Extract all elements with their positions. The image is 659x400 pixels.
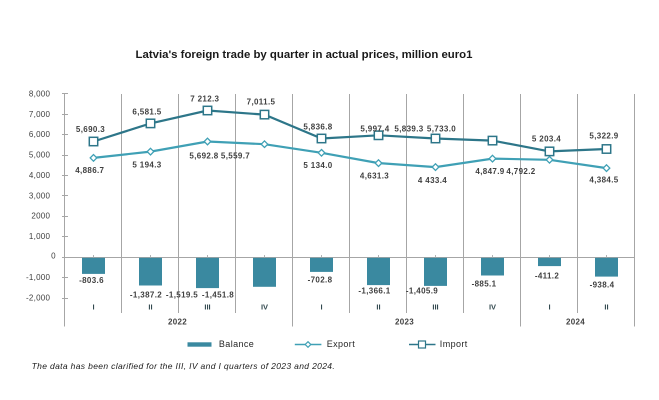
svg-text:6,581.5: 6,581.5 <box>132 107 161 116</box>
svg-text:I: I <box>548 303 550 312</box>
svg-text:-411.2: -411.2 <box>535 271 560 280</box>
svg-text:3,000: 3,000 <box>29 191 51 200</box>
svg-text:4,886.7: 4,886.7 <box>75 166 104 175</box>
svg-text:-803.6: -803.6 <box>79 276 104 285</box>
svg-text:4,792.2: 4,792.2 <box>506 167 535 176</box>
svg-text:5 194.3: 5 194.3 <box>132 160 161 169</box>
svg-text:5,839.3: 5,839.3 <box>394 125 423 134</box>
svg-text:5,997.4: 5,997.4 <box>360 125 389 134</box>
svg-text:7,000: 7,000 <box>29 110 51 119</box>
svg-text:5,322.9: 5,322.9 <box>589 132 618 141</box>
svg-text:-1,405.9: -1,405.9 <box>406 287 438 296</box>
svg-text:7,011.5: 7,011.5 <box>247 98 276 107</box>
svg-text:II: II <box>376 303 380 312</box>
svg-text:-702.8: -702.8 <box>308 276 333 285</box>
svg-text:-2,000: -2,000 <box>26 293 50 302</box>
svg-text:5,692.8: 5,692.8 <box>189 151 218 160</box>
svg-text:8,000: 8,000 <box>29 89 51 98</box>
svg-text:5,000: 5,000 <box>29 151 51 160</box>
svg-text:-885.1: -885.1 <box>472 280 497 289</box>
svg-text:5 134.0: 5 134.0 <box>303 161 332 170</box>
svg-text:Latvia's foreign trade by quar: Latvia's foreign trade by quarter in act… <box>136 49 474 61</box>
svg-text:I: I <box>92 303 94 312</box>
svg-text:7 212.3: 7 212.3 <box>190 95 219 104</box>
svg-text:IV: IV <box>489 303 496 312</box>
svg-text:0: 0 <box>51 251 56 260</box>
svg-text:4,847.9: 4,847.9 <box>475 167 504 176</box>
svg-text:5,836.8: 5,836.8 <box>303 122 332 131</box>
svg-text:2000: 2000 <box>31 212 50 221</box>
svg-text:5,559.7: 5,559.7 <box>221 151 250 160</box>
svg-text:-1,000: -1,000 <box>26 273 50 282</box>
svg-text:-1,387.2: -1,387.2 <box>130 291 162 300</box>
svg-text:5,733.0: 5,733.0 <box>427 125 456 134</box>
svg-text:Import: Import <box>440 339 468 349</box>
svg-text:III: III <box>204 303 210 312</box>
svg-text:4,000: 4,000 <box>29 171 51 180</box>
svg-text:Balance: Balance <box>219 339 254 349</box>
svg-text:4,384.5: 4,384.5 <box>589 176 618 185</box>
svg-text:4,631.3: 4,631.3 <box>360 172 389 181</box>
svg-text:2022: 2022 <box>168 317 187 326</box>
svg-text:II: II <box>148 303 152 312</box>
svg-text:5 203.4: 5 203.4 <box>532 135 561 144</box>
svg-text:IV: IV <box>261 303 268 312</box>
svg-text:-1,519.5: -1,519.5 <box>166 291 198 300</box>
svg-text:2024: 2024 <box>566 317 585 326</box>
svg-text:-1,451.8: -1,451.8 <box>202 291 234 300</box>
svg-text:II: II <box>604 303 608 312</box>
svg-text:2023: 2023 <box>395 317 414 326</box>
svg-text:I: I <box>320 303 322 312</box>
svg-text:5,690.3: 5,690.3 <box>76 125 105 134</box>
svg-text:-938.4: -938.4 <box>590 280 615 289</box>
svg-text:Export: Export <box>327 339 356 349</box>
svg-text:-1,366.1: -1,366.1 <box>358 287 390 296</box>
svg-text:4 433.4: 4 433.4 <box>418 176 447 185</box>
svg-text:1,000: 1,000 <box>29 232 51 241</box>
svg-text:III: III <box>432 303 438 312</box>
svg-text:6,000: 6,000 <box>29 130 51 139</box>
svg-text:The data has been clarified fo: The data has been clarified for the III,… <box>32 361 336 371</box>
